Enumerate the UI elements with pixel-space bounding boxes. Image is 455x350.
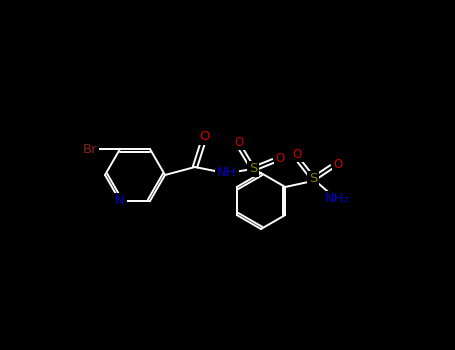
- Text: S: S: [309, 173, 318, 186]
- Text: O: O: [200, 131, 210, 144]
- Text: O: O: [334, 159, 343, 172]
- Text: S: S: [249, 162, 257, 175]
- Text: O: O: [234, 135, 243, 148]
- Text: Br: Br: [83, 142, 97, 155]
- Text: O: O: [275, 153, 285, 166]
- Text: N: N: [115, 195, 125, 208]
- Text: NH: NH: [217, 166, 237, 178]
- Text: NH₂: NH₂: [325, 193, 350, 205]
- Text: O: O: [293, 147, 302, 161]
